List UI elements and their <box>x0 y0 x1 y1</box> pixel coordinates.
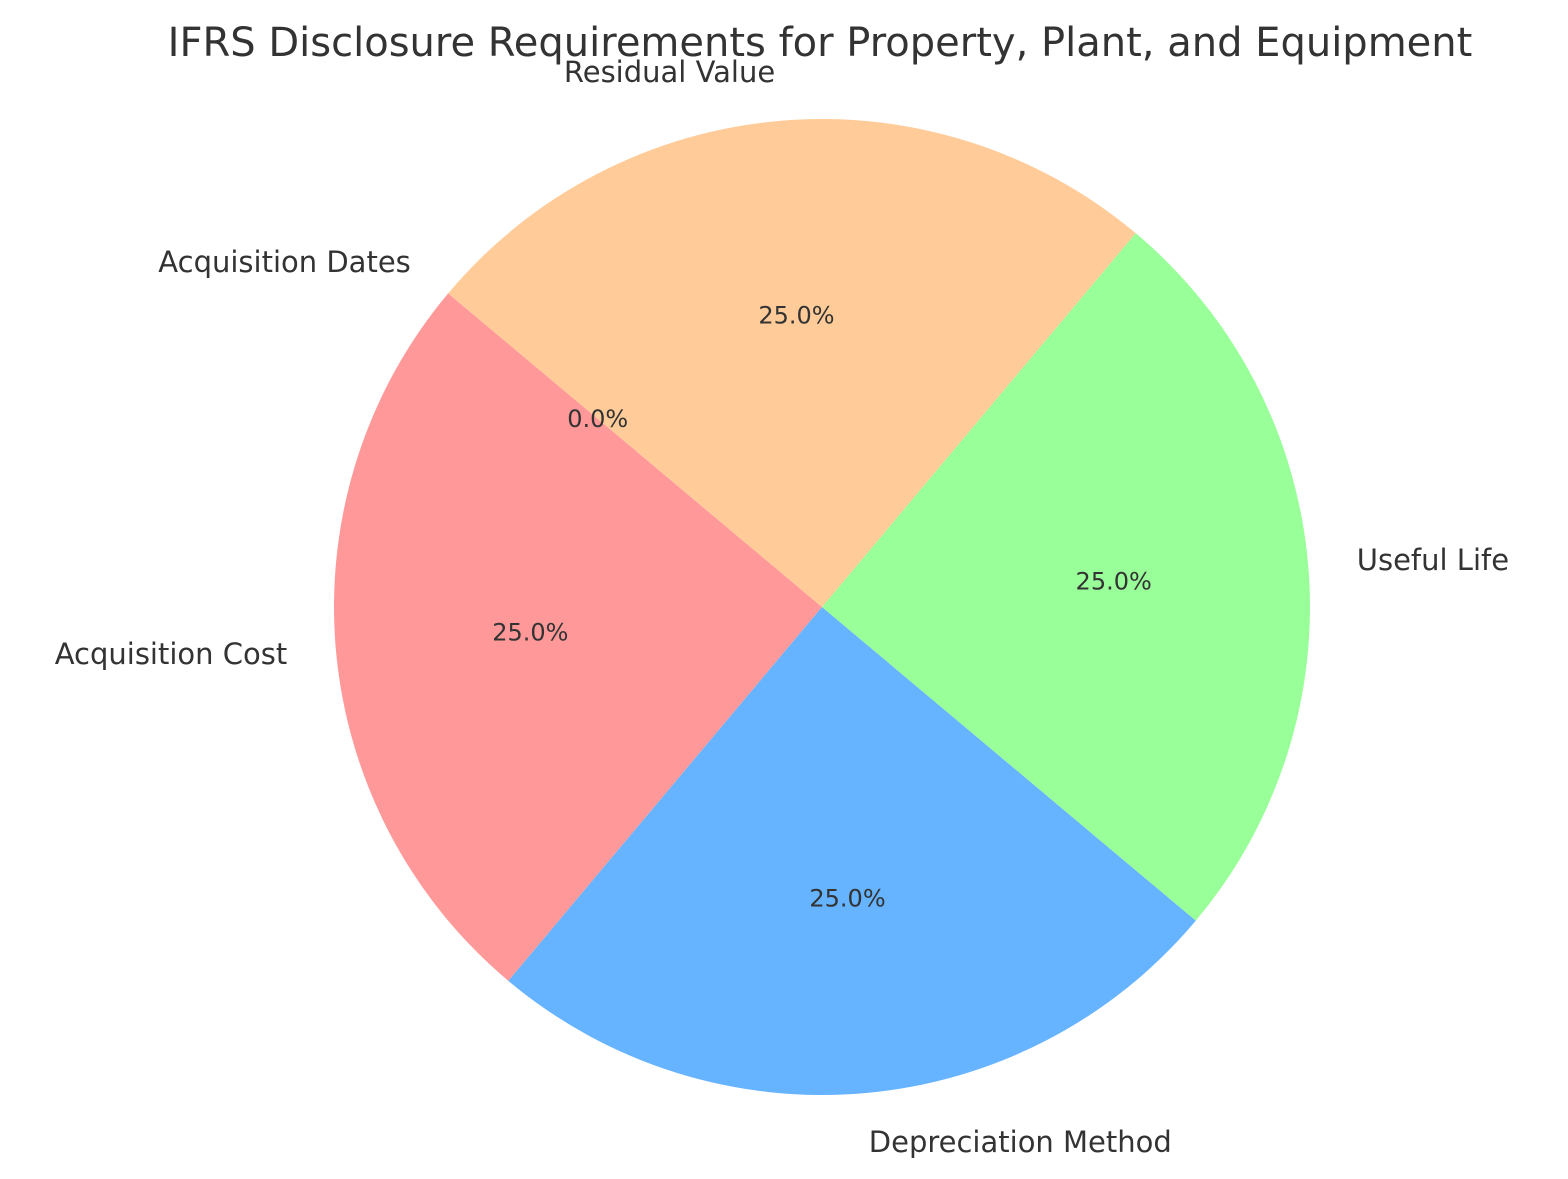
slice-label-depreciation-method: Depreciation Method <box>869 1125 1172 1159</box>
slice-label-acquisition-dates: Acquisition Dates <box>158 245 410 279</box>
slice-label-acquisition-cost: Acquisition Cost <box>55 637 288 671</box>
pie-slices <box>333 119 1310 1095</box>
pie-slice-depreciation-method <box>508 607 1196 1095</box>
percent-label-useful-life: 25.0% <box>1076 567 1152 595</box>
slice-label-useful-life: Useful Life <box>1357 543 1509 577</box>
percent-label-acquisition-cost: 25.0% <box>492 619 568 647</box>
chart-title: IFRS Disclosure Requirements for Propert… <box>168 20 1473 66</box>
percent-label-acquisition-dates: 0.0% <box>567 405 628 433</box>
pie-labels: Acquisition Cost 25.0% Depreciation Method… <box>55 55 1509 1159</box>
percent-label-residual-value: 25.0% <box>758 301 834 329</box>
pie-slice-useful-life <box>822 233 1310 921</box>
percent-label-depreciation-method: 25.0% <box>809 885 885 913</box>
pie-slice-acquisition-cost <box>333 293 822 981</box>
pie-slice-residual-value <box>448 119 1136 608</box>
slice-label-residual-value: Residual Value <box>564 55 775 89</box>
